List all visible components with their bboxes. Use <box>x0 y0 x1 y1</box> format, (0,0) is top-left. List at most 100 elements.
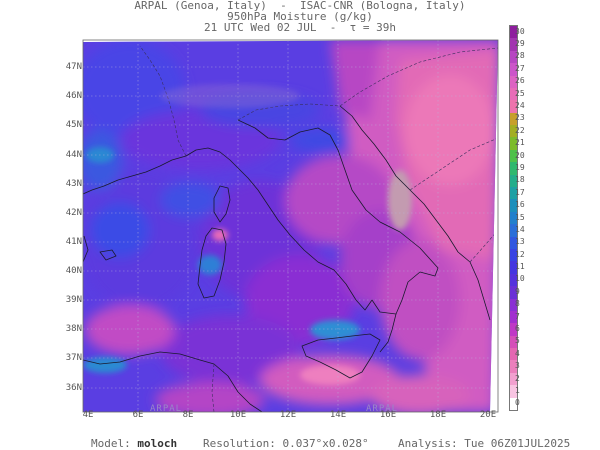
colorbar-segment <box>510 38 517 52</box>
footer-model: Model: moloch <box>91 437 177 450</box>
colorbar-label: 25 <box>515 88 525 98</box>
colorbar-segment <box>510 286 517 299</box>
colorbar-segment <box>510 211 517 225</box>
colorbar-segment <box>510 125 517 138</box>
analysis-label: Analysis: <box>398 437 458 450</box>
colorbar-segment <box>510 335 517 349</box>
footer-analysis: Analysis: Tue 06Z01JUL2025 <box>398 437 570 450</box>
colorbar-segment <box>510 75 517 89</box>
colorbar-label: 21 <box>515 138 525 148</box>
colorbar <box>509 25 518 411</box>
lat-label: 47N <box>65 62 82 72</box>
resolution-value: 0.037°x0.028° <box>282 437 369 450</box>
lon-label: 12E <box>279 410 297 420</box>
lat-label: 36N <box>65 383 82 393</box>
moisture-field <box>83 40 498 412</box>
lon-label: 10E <box>229 410 247 420</box>
colorbar-label: 14 <box>515 224 525 234</box>
lon-label: 20E <box>479 410 497 420</box>
colorbar-label: 28 <box>515 51 525 61</box>
colorbar-segment <box>510 162 517 176</box>
colorbar-segment <box>510 149 517 163</box>
lon-label: 14E <box>329 410 347 420</box>
model-value: moloch <box>137 437 178 450</box>
colorbar-segment <box>510 50 517 64</box>
lon-label: 4E <box>82 410 94 420</box>
colorbar-label: 17 <box>515 187 525 197</box>
lat-label: 40N <box>65 266 82 276</box>
lat-label: 37N <box>65 353 82 363</box>
colorbar-segment <box>510 236 517 250</box>
colorbar-label: 27 <box>515 63 525 73</box>
colorbar-segment <box>510 360 517 374</box>
colorbar-label: 18 <box>515 175 525 185</box>
colorbar-segment <box>510 298 517 312</box>
colorbar-label: 23 <box>515 113 525 123</box>
colorbar-label: 26 <box>515 76 525 86</box>
colorbar-segment <box>510 199 517 213</box>
colorbar-segment <box>510 348 517 361</box>
colorbar-segment <box>510 26 517 39</box>
colorbar-segment <box>510 63 517 77</box>
colorbar-label: 30 <box>515 26 525 36</box>
lat-label: 46N <box>65 91 82 101</box>
lat-label: 41N <box>65 237 82 247</box>
lon-label: 16E <box>379 410 397 420</box>
colorbar-label: 6 <box>515 323 520 333</box>
title-line-1: ARPAL (Genoa, Italy) - ISAC-CNR (Bologna… <box>134 0 466 12</box>
colorbar-segment <box>510 385 517 399</box>
colorbar-label: 9 <box>515 286 520 296</box>
lon-label: 8E <box>182 410 194 420</box>
colorbar-label: 15 <box>515 212 525 222</box>
lat-label: 43N <box>65 179 82 189</box>
colorbar-segment <box>510 273 517 287</box>
colorbar-label: 16 <box>515 200 525 210</box>
colorbar-segment <box>510 224 517 238</box>
watermark: ARPAL <box>150 404 183 414</box>
title-line-2: 950hPa Moisture (g/kg) <box>227 10 373 23</box>
colorbar-label: 2 <box>515 373 520 383</box>
colorbar-segment <box>510 187 517 200</box>
colorbar-label: 13 <box>515 237 525 247</box>
colorbar-segment <box>510 112 517 126</box>
lat-label: 39N <box>65 295 82 305</box>
watermark: ARPAL <box>366 404 399 414</box>
colorbar-label: 11 <box>515 262 525 272</box>
lat-label: 45N <box>65 120 82 130</box>
colorbar-label: 4 <box>515 348 520 358</box>
colorbar-segment <box>510 137 517 151</box>
colorbar-label: 8 <box>515 299 520 309</box>
colorbar-segment <box>510 397 517 411</box>
colorbar-segment <box>510 248 517 262</box>
colorbar-label: 29 <box>515 39 525 49</box>
colorbar-segment <box>510 372 517 386</box>
colorbar-segment <box>510 261 517 275</box>
colorbar-label: 3 <box>515 361 520 371</box>
lat-label: 38N <box>65 324 82 334</box>
colorbar-label: 10 <box>515 274 525 284</box>
colorbar-label: 24 <box>515 101 525 111</box>
colorbar-label: 20 <box>515 150 525 160</box>
lon-label: 18E <box>429 410 447 420</box>
footer-resolution: Resolution: 0.037°x0.028° <box>203 437 369 450</box>
colorbar-segment <box>510 323 517 337</box>
colorbar-segment <box>510 310 517 324</box>
map-frame <box>82 39 499 413</box>
lat-label: 42N <box>65 208 82 218</box>
colorbar-label: 19 <box>515 162 525 172</box>
colorbar-label: 5 <box>515 336 520 346</box>
colorbar-label: 0 <box>515 398 520 408</box>
colorbar-segment <box>510 174 517 188</box>
colorbar-segment <box>510 87 517 101</box>
lat-label: 44N <box>65 150 82 160</box>
colorbar-label: 12 <box>515 249 525 259</box>
colorbar-label: 1 <box>515 385 520 395</box>
resolution-label: Resolution: <box>203 437 276 450</box>
lon-label: 6E <box>132 410 144 420</box>
title-line-3: 21 UTC Wed 02 JUL - τ = 39h <box>203 21 397 34</box>
colorbar-label: 7 <box>515 311 520 321</box>
model-label: Model: <box>91 437 131 450</box>
analysis-value: Tue 06Z01JUL2025 <box>464 437 571 450</box>
colorbar-label: 22 <box>515 125 525 135</box>
